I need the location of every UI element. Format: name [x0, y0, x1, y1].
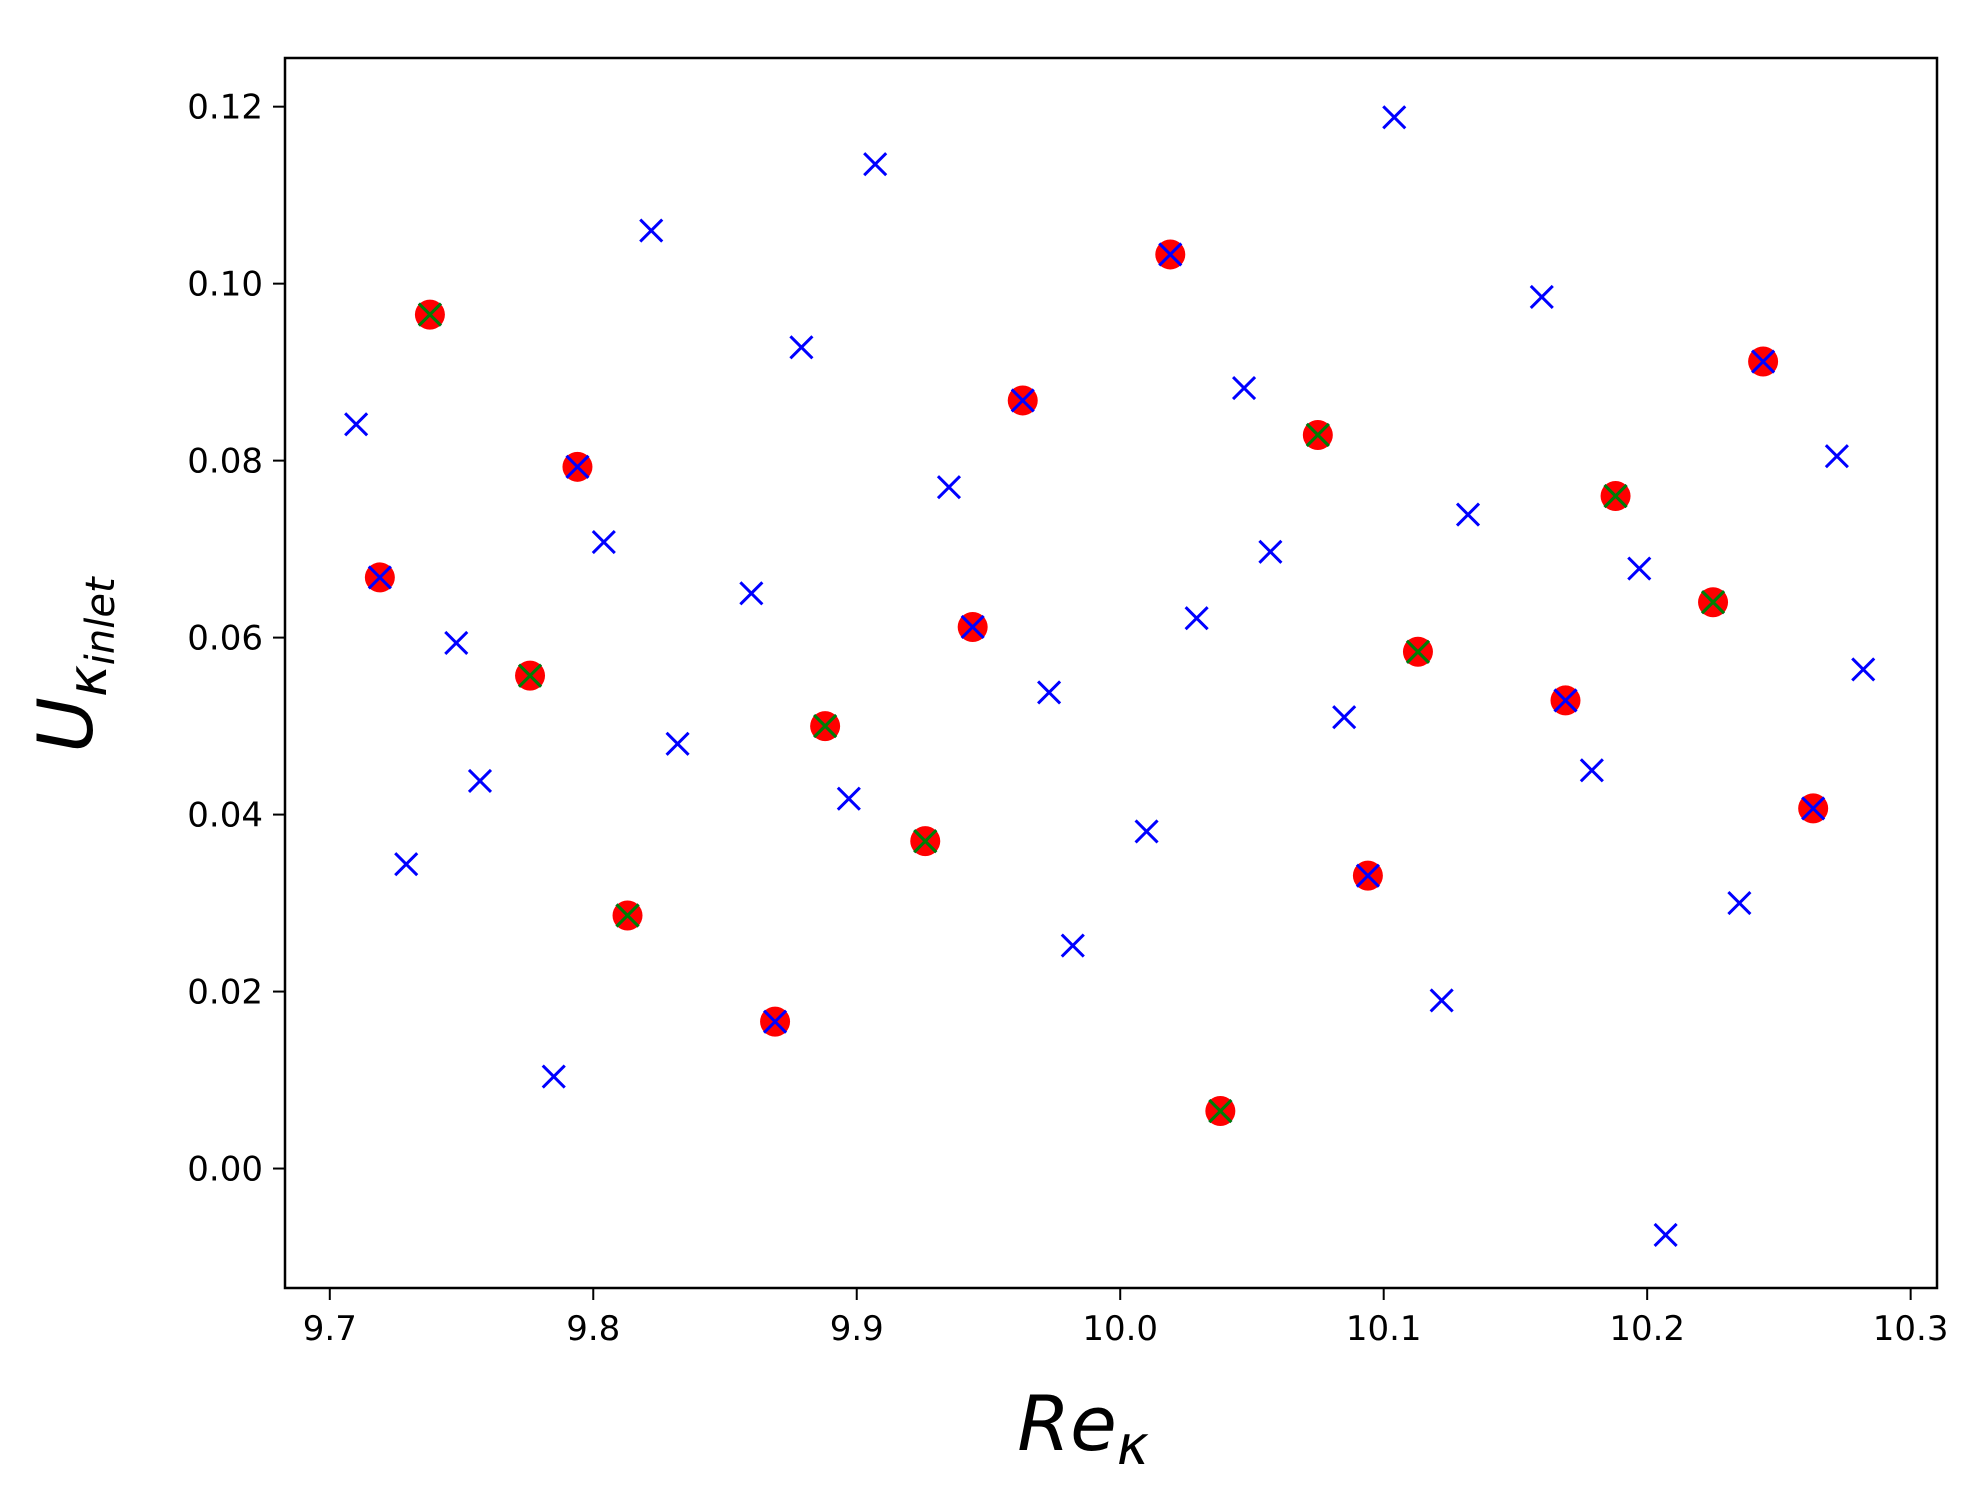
- y-axis-title: Uκinlet: [21, 576, 124, 753]
- x-axis-title-subscript: κ: [1117, 1414, 1149, 1477]
- data-point-x: [1184, 606, 1209, 631]
- data-point-x: [1405, 639, 1431, 664]
- data-point-x: [1037, 680, 1062, 705]
- data-point-x: [960, 614, 985, 640]
- data-point-x: [467, 768, 493, 794]
- data-point-x: [1305, 422, 1330, 448]
- data-point-x: [1208, 1098, 1233, 1124]
- data-point-x: [1579, 758, 1604, 783]
- data-point-x: [739, 581, 764, 606]
- y-axis: 0.00 0.02 0.04 0.06 0.08 0.10 0.12: [187, 88, 285, 1190]
- data-point-x: [1824, 444, 1849, 469]
- data-point-x: [1653, 1222, 1678, 1247]
- data-point-x: [541, 1064, 566, 1089]
- data-marks: [344, 105, 1876, 1247]
- data-point-x: [1332, 705, 1357, 730]
- data-point-x: [394, 852, 419, 877]
- data-point-x: [665, 731, 690, 756]
- data-point-x: [1751, 349, 1776, 374]
- data-point-x: [639, 218, 664, 243]
- x-axis-title: Reκ: [1017, 1379, 1149, 1477]
- data-point-x: [565, 454, 590, 479]
- data-point-x: [1851, 657, 1876, 682]
- data-point-x: [863, 152, 888, 177]
- data-point-x: [367, 565, 392, 590]
- y-tick-label: 0.12: [187, 88, 263, 128]
- y-tick-label: 0.02: [187, 973, 263, 1013]
- x-tick-label: 9.9: [830, 1309, 884, 1349]
- x-axis-title-main: Re: [1017, 1379, 1117, 1468]
- data-point-x: [517, 663, 543, 688]
- y-tick-label: 0.04: [187, 796, 263, 836]
- data-point-x: [813, 714, 838, 739]
- series-2: [417, 302, 1726, 1124]
- data-point-x: [344, 412, 369, 437]
- x-tick-label: 10.2: [1609, 1309, 1685, 1349]
- y-tick-label: 0.06: [187, 619, 263, 659]
- data-point-x: [417, 302, 442, 327]
- data-point-x: [1627, 556, 1652, 581]
- y-axis-title-main: U: [21, 697, 110, 753]
- y-tick-label: 0.08: [187, 442, 263, 482]
- data-point-x: [936, 475, 962, 500]
- data-point-x: [1553, 688, 1578, 713]
- data-point-x: [1382, 105, 1407, 130]
- data-point-x: [913, 829, 938, 854]
- y-tick-label: 0.00: [187, 1150, 263, 1190]
- data-point-x: [1801, 796, 1826, 821]
- data-point-x: [444, 630, 469, 655]
- data-point-x: [1355, 863, 1380, 888]
- data-point-x: [1134, 819, 1159, 844]
- y-axis-title-subsubscript: inlet: [78, 576, 124, 665]
- data-point-x: [1258, 539, 1283, 564]
- x-tick-label: 9.8: [566, 1309, 620, 1349]
- data-point-x: [1429, 988, 1454, 1013]
- data-point-x: [1455, 502, 1481, 527]
- data-point-x: [615, 903, 640, 928]
- data-point-x: [789, 335, 814, 360]
- x-tick-label: 10.3: [1873, 1309, 1949, 1349]
- data-point-x: [591, 529, 616, 555]
- data-point-x: [763, 1009, 788, 1034]
- data-point-x: [1529, 284, 1554, 309]
- data-point-x: [1603, 483, 1628, 509]
- data-point-x: [1158, 242, 1183, 267]
- data-point-x: [1231, 376, 1257, 401]
- plot-frame: [283, 56, 1939, 1290]
- x-tick-label: 9.7: [303, 1309, 357, 1349]
- data-point-x: [1727, 891, 1752, 916]
- data-point-x: [836, 786, 861, 811]
- data-point-x: [1700, 590, 1726, 615]
- data-point-x: [1010, 388, 1035, 413]
- y-axis-title-subscript: κ: [56, 665, 119, 697]
- data-point-x: [1060, 933, 1085, 958]
- x-tick-label: 10.0: [1082, 1309, 1158, 1349]
- y-tick-label: 0.10: [187, 265, 263, 305]
- x-axis: 9.7 9.8 9.9 10.0 10.1 10.2 10.3: [303, 1288, 1949, 1349]
- x-tick-label: 10.1: [1346, 1309, 1422, 1349]
